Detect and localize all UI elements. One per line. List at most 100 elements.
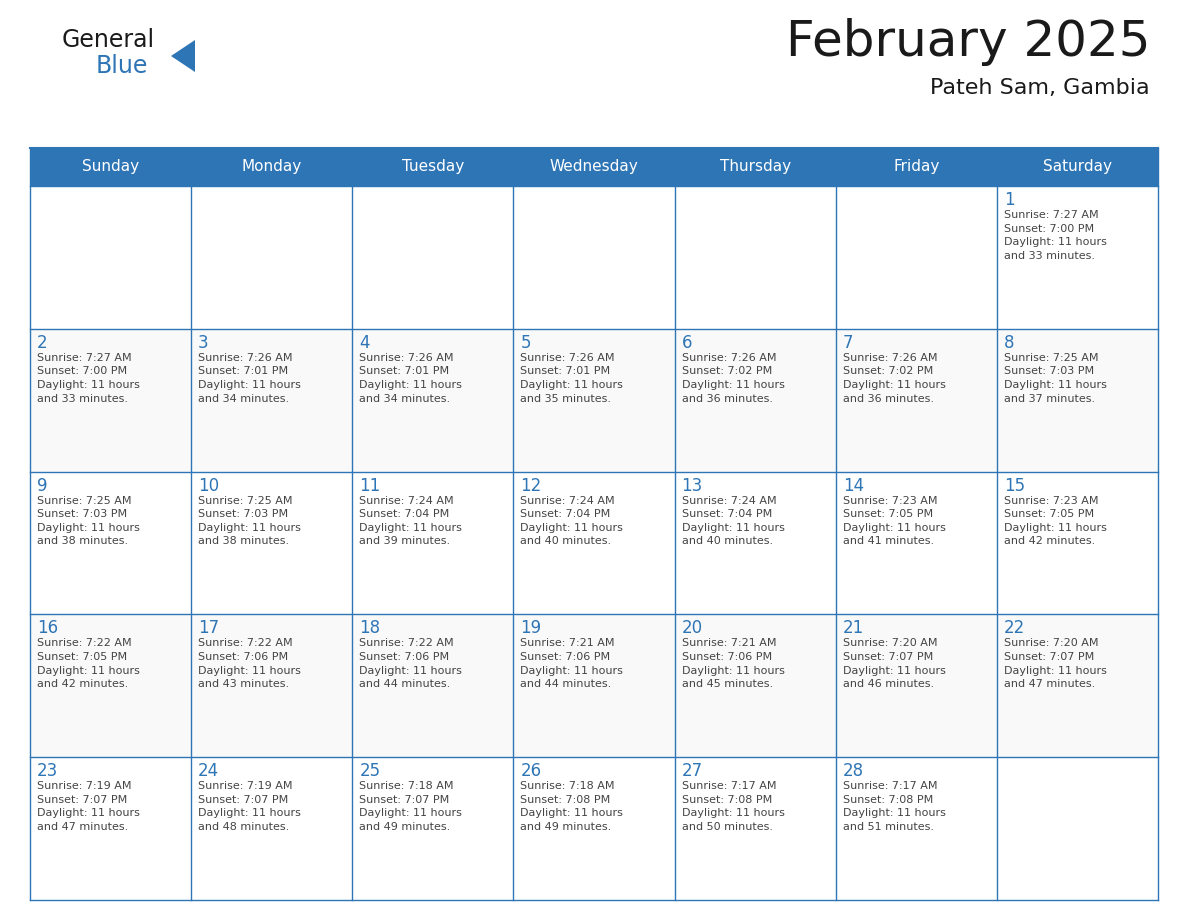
Text: Sunrise: 7:23 AM
Sunset: 7:05 PM
Daylight: 11 hours
and 42 minutes.: Sunrise: 7:23 AM Sunset: 7:05 PM Dayligh… <box>1004 496 1107 546</box>
Bar <box>997 329 1158 472</box>
Text: Sunrise: 7:17 AM
Sunset: 7:08 PM
Daylight: 11 hours
and 51 minutes.: Sunrise: 7:17 AM Sunset: 7:08 PM Dayligh… <box>842 781 946 832</box>
Bar <box>191 148 353 186</box>
Text: Tuesday: Tuesday <box>402 160 465 174</box>
Text: 25: 25 <box>359 762 380 780</box>
Bar <box>353 614 513 757</box>
Bar <box>513 472 675 614</box>
Bar <box>30 148 191 186</box>
Text: 12: 12 <box>520 476 542 495</box>
Text: General: General <box>62 28 156 52</box>
Text: Blue: Blue <box>96 54 148 78</box>
Text: 1: 1 <box>1004 191 1015 209</box>
Bar <box>513 186 675 329</box>
Text: Sunrise: 7:22 AM
Sunset: 7:06 PM
Daylight: 11 hours
and 43 minutes.: Sunrise: 7:22 AM Sunset: 7:06 PM Dayligh… <box>198 638 301 689</box>
Bar <box>997 148 1158 186</box>
Bar <box>675 757 835 900</box>
Text: Sunrise: 7:23 AM
Sunset: 7:05 PM
Daylight: 11 hours
and 41 minutes.: Sunrise: 7:23 AM Sunset: 7:05 PM Dayligh… <box>842 496 946 546</box>
Text: Sunrise: 7:19 AM
Sunset: 7:07 PM
Daylight: 11 hours
and 47 minutes.: Sunrise: 7:19 AM Sunset: 7:07 PM Dayligh… <box>37 781 140 832</box>
Bar <box>835 472 997 614</box>
Text: Sunrise: 7:26 AM
Sunset: 7:01 PM
Daylight: 11 hours
and 35 minutes.: Sunrise: 7:26 AM Sunset: 7:01 PM Dayligh… <box>520 353 624 404</box>
Text: Sunrise: 7:20 AM
Sunset: 7:07 PM
Daylight: 11 hours
and 46 minutes.: Sunrise: 7:20 AM Sunset: 7:07 PM Dayligh… <box>842 638 946 689</box>
Text: Friday: Friday <box>893 160 940 174</box>
Text: Sunrise: 7:22 AM
Sunset: 7:06 PM
Daylight: 11 hours
and 44 minutes.: Sunrise: 7:22 AM Sunset: 7:06 PM Dayligh… <box>359 638 462 689</box>
Bar <box>675 472 835 614</box>
Bar <box>997 757 1158 900</box>
Bar <box>675 148 835 186</box>
Text: 26: 26 <box>520 762 542 780</box>
Bar <box>30 186 191 329</box>
Text: Sunrise: 7:26 AM
Sunset: 7:02 PM
Daylight: 11 hours
and 36 minutes.: Sunrise: 7:26 AM Sunset: 7:02 PM Dayligh… <box>842 353 946 404</box>
Text: Sunrise: 7:21 AM
Sunset: 7:06 PM
Daylight: 11 hours
and 45 minutes.: Sunrise: 7:21 AM Sunset: 7:06 PM Dayligh… <box>682 638 784 689</box>
Text: Wednesday: Wednesday <box>550 160 638 174</box>
Bar <box>191 329 353 472</box>
Text: 23: 23 <box>37 762 58 780</box>
Bar <box>191 186 353 329</box>
Bar <box>675 614 835 757</box>
Bar <box>513 329 675 472</box>
Bar <box>353 186 513 329</box>
Bar <box>353 329 513 472</box>
Text: Sunrise: 7:21 AM
Sunset: 7:06 PM
Daylight: 11 hours
and 44 minutes.: Sunrise: 7:21 AM Sunset: 7:06 PM Dayligh… <box>520 638 624 689</box>
Text: 28: 28 <box>842 762 864 780</box>
Bar <box>30 329 191 472</box>
Text: 6: 6 <box>682 334 693 352</box>
Text: Sunrise: 7:27 AM
Sunset: 7:00 PM
Daylight: 11 hours
and 33 minutes.: Sunrise: 7:27 AM Sunset: 7:00 PM Dayligh… <box>37 353 140 404</box>
Bar <box>513 757 675 900</box>
Bar <box>30 614 191 757</box>
Text: 4: 4 <box>359 334 369 352</box>
Text: 3: 3 <box>198 334 209 352</box>
Text: Sunrise: 7:26 AM
Sunset: 7:02 PM
Daylight: 11 hours
and 36 minutes.: Sunrise: 7:26 AM Sunset: 7:02 PM Dayligh… <box>682 353 784 404</box>
Text: 20: 20 <box>682 620 702 637</box>
Text: Sunrise: 7:24 AM
Sunset: 7:04 PM
Daylight: 11 hours
and 40 minutes.: Sunrise: 7:24 AM Sunset: 7:04 PM Dayligh… <box>520 496 624 546</box>
Bar <box>835 148 997 186</box>
Bar <box>191 472 353 614</box>
Bar <box>835 757 997 900</box>
Text: February 2025: February 2025 <box>785 18 1150 66</box>
Bar <box>675 186 835 329</box>
Text: 14: 14 <box>842 476 864 495</box>
Text: 21: 21 <box>842 620 864 637</box>
Text: 27: 27 <box>682 762 702 780</box>
Text: Sunrise: 7:18 AM
Sunset: 7:08 PM
Daylight: 11 hours
and 49 minutes.: Sunrise: 7:18 AM Sunset: 7:08 PM Dayligh… <box>520 781 624 832</box>
Text: 18: 18 <box>359 620 380 637</box>
Bar <box>30 472 191 614</box>
Text: 7: 7 <box>842 334 853 352</box>
Text: 17: 17 <box>198 620 220 637</box>
Text: Pateh Sam, Gambia: Pateh Sam, Gambia <box>930 78 1150 98</box>
Text: 10: 10 <box>198 476 220 495</box>
Text: 24: 24 <box>198 762 220 780</box>
Bar <box>835 329 997 472</box>
Bar <box>835 186 997 329</box>
Text: Sunrise: 7:24 AM
Sunset: 7:04 PM
Daylight: 11 hours
and 40 minutes.: Sunrise: 7:24 AM Sunset: 7:04 PM Dayligh… <box>682 496 784 546</box>
Text: 2: 2 <box>37 334 48 352</box>
Bar <box>353 472 513 614</box>
Text: 8: 8 <box>1004 334 1015 352</box>
Text: Sunday: Sunday <box>82 160 139 174</box>
Text: Sunrise: 7:22 AM
Sunset: 7:05 PM
Daylight: 11 hours
and 42 minutes.: Sunrise: 7:22 AM Sunset: 7:05 PM Dayligh… <box>37 638 140 689</box>
Bar <box>997 186 1158 329</box>
Bar <box>513 614 675 757</box>
Bar <box>353 757 513 900</box>
Text: Sunrise: 7:18 AM
Sunset: 7:07 PM
Daylight: 11 hours
and 49 minutes.: Sunrise: 7:18 AM Sunset: 7:07 PM Dayligh… <box>359 781 462 832</box>
Text: Sunrise: 7:25 AM
Sunset: 7:03 PM
Daylight: 11 hours
and 38 minutes.: Sunrise: 7:25 AM Sunset: 7:03 PM Dayligh… <box>198 496 301 546</box>
Text: Saturday: Saturday <box>1043 160 1112 174</box>
Bar <box>353 148 513 186</box>
Text: Sunrise: 7:26 AM
Sunset: 7:01 PM
Daylight: 11 hours
and 34 minutes.: Sunrise: 7:26 AM Sunset: 7:01 PM Dayligh… <box>359 353 462 404</box>
Text: 16: 16 <box>37 620 58 637</box>
Text: 13: 13 <box>682 476 703 495</box>
Bar <box>835 614 997 757</box>
Bar <box>675 329 835 472</box>
Text: Sunrise: 7:27 AM
Sunset: 7:00 PM
Daylight: 11 hours
and 33 minutes.: Sunrise: 7:27 AM Sunset: 7:00 PM Dayligh… <box>1004 210 1107 261</box>
Text: Thursday: Thursday <box>720 160 791 174</box>
Text: Sunrise: 7:19 AM
Sunset: 7:07 PM
Daylight: 11 hours
and 48 minutes.: Sunrise: 7:19 AM Sunset: 7:07 PM Dayligh… <box>198 781 301 832</box>
Bar <box>997 472 1158 614</box>
Text: 11: 11 <box>359 476 380 495</box>
Text: 5: 5 <box>520 334 531 352</box>
Text: Sunrise: 7:20 AM
Sunset: 7:07 PM
Daylight: 11 hours
and 47 minutes.: Sunrise: 7:20 AM Sunset: 7:07 PM Dayligh… <box>1004 638 1107 689</box>
Text: 9: 9 <box>37 476 48 495</box>
Text: Sunrise: 7:25 AM
Sunset: 7:03 PM
Daylight: 11 hours
and 37 minutes.: Sunrise: 7:25 AM Sunset: 7:03 PM Dayligh… <box>1004 353 1107 404</box>
Bar <box>191 614 353 757</box>
Text: 15: 15 <box>1004 476 1025 495</box>
Text: Sunrise: 7:25 AM
Sunset: 7:03 PM
Daylight: 11 hours
and 38 minutes.: Sunrise: 7:25 AM Sunset: 7:03 PM Dayligh… <box>37 496 140 546</box>
Polygon shape <box>171 40 195 72</box>
